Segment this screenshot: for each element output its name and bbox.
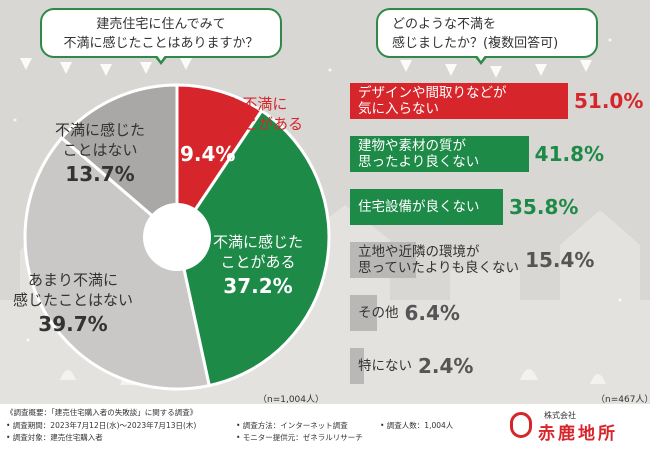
- pie-slice-dissatisfied: [175, 108, 331, 388]
- survey-count: • 調査人数：1,004人: [380, 421, 454, 430]
- donut-hole: [143, 203, 211, 271]
- bar-design: [350, 83, 568, 119]
- logo-brand-name: 赤鹿地所: [538, 424, 618, 444]
- question-right-line1: どのような不満を: [392, 17, 497, 32]
- pie-label-not-very-dissatisfied: あまり不満に 感じたことはない 39.7%: [8, 270, 138, 334]
- bar-label-design: デザインや間取りなどが 気に入らない: [358, 83, 507, 119]
- bar-label-location-line2: 思っていたよりも良くない: [358, 260, 520, 276]
- bar-label-location: 立地や近隣の環境が 思っていたよりも良くない: [358, 242, 519, 278]
- bar-label-other: その他: [358, 295, 399, 331]
- bar-other: [350, 295, 378, 331]
- survey-provider: • モニター提供元：ゼネラルリサーチ: [236, 433, 363, 442]
- bar-label-quality-line1: 建物や素材の質が: [358, 138, 466, 154]
- pie-label-dissatisfied: 不満に感じた ことがある 37.2%: [198, 232, 318, 296]
- bar-pct-location: 15.4%: [525, 248, 595, 272]
- pie-label-not-dissatisfied-line2: ことはない: [62, 141, 138, 159]
- company-logo: 株式会社 赤鹿地所: [510, 410, 640, 444]
- bar-pct-equipment: 35.8%: [509, 195, 579, 219]
- bar-label-design-line1: デザインや間取りなどが: [358, 85, 507, 101]
- question-box-right: どのような不満を 感じましたか？(複数回答可): [376, 8, 598, 65]
- pie-label-dissatisfied-line1: 不満に感じた: [212, 233, 303, 251]
- pie-label-very-dissatisfied-line1: とても不満に: [198, 95, 288, 113]
- pie-label-not-dissatisfied-line1: 不満に感じた: [54, 121, 145, 139]
- bar-label-equipment: 住宅設備が良くない: [358, 189, 480, 225]
- bar-pct-none: 2.4%: [418, 354, 474, 378]
- donut-chart: [23, 83, 331, 391]
- pie-slice-not-dissatisfied: [59, 83, 179, 241]
- survey-method: • 調査方法：インターネット調査: [236, 421, 348, 430]
- bar-label-equipment-line1: 住宅設備が良くない: [358, 199, 480, 215]
- pie-slice-very-dissatisfied: [175, 83, 264, 242]
- pie-pct-not-dissatisfied: 13.7%: [65, 162, 135, 186]
- question-box-left: 建売住宅に住んでみて 不満に感じたことはありますか？: [40, 8, 282, 65]
- bar-label-other-line1: その他: [358, 305, 399, 321]
- bar-label-none-line1: 特にない: [358, 358, 412, 374]
- bar-label-design-line2: 気に入らない: [358, 101, 439, 117]
- pie-label-very-dissatisfied-line2: 感じたことがある: [182, 115, 303, 133]
- bar-pct-design: 51.0%: [574, 89, 644, 113]
- bar-quality: [350, 136, 529, 172]
- pie-pct-dissatisfied: 37.2%: [223, 274, 293, 298]
- bar-pct-other: 6.4%: [404, 301, 460, 325]
- pie-label-not-dissatisfied: 不満に感じた ことはない 13.7%: [50, 120, 150, 184]
- pie-pct-not-very-dissatisfied: 39.7%: [38, 312, 108, 336]
- pie-label-not-very-dissatisfied-line2: 感じたことはない: [12, 291, 133, 309]
- footer: [0, 404, 650, 450]
- question-left-line1: 建売住宅に住んでみて: [96, 17, 226, 32]
- bar-label-location-line1: 立地や近隣の環境が: [358, 244, 480, 260]
- right-sample-size: （n=467人）: [596, 395, 650, 405]
- logo-company-type: 株式会社: [544, 411, 576, 420]
- left-sample-size: （n=1,004人）: [258, 395, 325, 405]
- bar-label-quality-line2: 思ったより良くない: [358, 154, 480, 170]
- question-left-line2: 不満に感じたことはありますか？: [63, 36, 259, 51]
- bar-pct-quality: 41.8%: [534, 142, 605, 166]
- bar-label-none: 特にない: [358, 348, 412, 384]
- pie-label-not-very-dissatisfied-line1: あまり不満に: [27, 271, 118, 289]
- logo-mark-icon: [510, 412, 532, 438]
- bar-none: [350, 348, 364, 384]
- survey-overview: 《調査概要：「建売住宅購入者の失敗談」に関する調査》: [6, 408, 198, 417]
- survey-period: • 調査期間：2023年7月12日(水)〜2023年7月13日(木): [6, 421, 197, 430]
- bar-equipment: [350, 189, 504, 225]
- bar-label-quality: 建物や素材の質が 思ったより良くない: [358, 136, 479, 172]
- question-right-line2: 感じましたか？(複数回答可): [392, 36, 559, 51]
- survey-subject: • 調査対象：建売住宅購入者: [6, 433, 103, 442]
- bar-location: [350, 242, 416, 278]
- pie-label-dissatisfied-line2: ことがある: [220, 253, 296, 271]
- pie-label-very-dissatisfied: とても不満に 感じたことがある 9.4%: [178, 94, 308, 164]
- pie-pct-very-dissatisfied: 9.4%: [180, 142, 236, 166]
- pie-slice-not-very-dissatisfied: [23, 135, 212, 391]
